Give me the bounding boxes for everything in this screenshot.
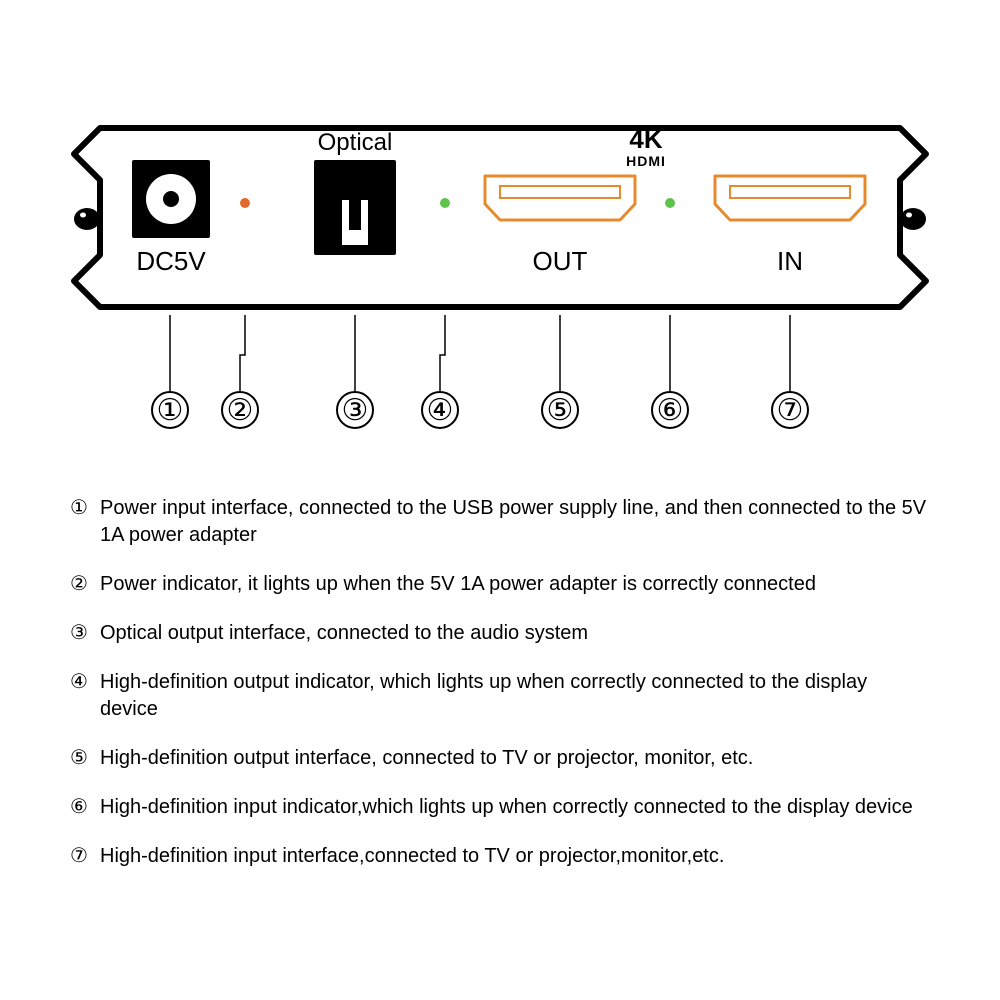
legend-number: ⑦ (70, 843, 100, 870)
callout-number: ⑦ (777, 394, 804, 427)
legend-text: High-definition input interface,connecte… (100, 843, 930, 870)
legend-text: Power indicator, it lights up when the 5… (100, 571, 930, 598)
callout-number: ① (157, 394, 184, 427)
fourk-hdmi-logo: 4K HDMI (626, 124, 666, 169)
out-label: OUT (533, 246, 588, 276)
input-led-icon (665, 198, 675, 208)
callout-number: ③ (342, 394, 369, 427)
optical-label: Optical (318, 129, 393, 156)
svg-text:HDMI: HDMI (626, 153, 666, 169)
power-led-icon (240, 198, 250, 208)
screw-right (900, 208, 926, 230)
legend-number: ① (70, 495, 100, 522)
legend-item: ④ High-definition output indicator, whic… (70, 669, 930, 723)
screw-left (74, 208, 100, 230)
legend-text: High-definition input indicator,which li… (100, 794, 930, 821)
legend-item: ⑤ High-definition output interface, conn… (70, 745, 930, 772)
svg-text:4K: 4K (629, 124, 662, 154)
legend-number: ④ (70, 669, 100, 696)
legend-text: High-definition output interface, connec… (100, 745, 930, 772)
legend-text: Optical output interface, connected to t… (100, 620, 930, 647)
legend-number: ③ (70, 620, 100, 647)
in-label: IN (777, 246, 803, 276)
callout-number: ④ (427, 394, 454, 427)
legend-number: ② (70, 571, 100, 598)
optical-port (314, 160, 396, 255)
legend-number: ⑥ (70, 794, 100, 821)
dc5v-label: DC5V (136, 246, 206, 276)
legend-list: ① Power input interface, connected to th… (70, 495, 930, 892)
legend-item: ⑦ High-definition input interface,connec… (70, 843, 930, 870)
callouts: ① ② ③ ④ ⑤ ⑥ ⑦ (60, 315, 940, 465)
legend-item: ② Power indicator, it lights up when the… (70, 571, 930, 598)
diagram-canvas: DC5V Optical 4K HDMI OUT (0, 0, 1000, 1000)
legend-text: High-definition output indicator, which … (100, 669, 930, 723)
output-led-icon (440, 198, 450, 208)
legend-number: ⑤ (70, 745, 100, 772)
callout-number: ② (227, 394, 254, 427)
dc5v-port (132, 160, 210, 238)
legend-item: ⑥ High-definition input indicator,which … (70, 794, 930, 821)
legend-item: ③ Optical output interface, connected to… (70, 620, 930, 647)
device-panel: DC5V Optical 4K HDMI OUT (60, 120, 940, 315)
legend-text: Power input interface, connected to the … (100, 495, 930, 549)
callout-number: ⑥ (657, 394, 684, 427)
callout-number: ⑤ (547, 394, 574, 427)
legend-item: ① Power input interface, connected to th… (70, 495, 930, 549)
